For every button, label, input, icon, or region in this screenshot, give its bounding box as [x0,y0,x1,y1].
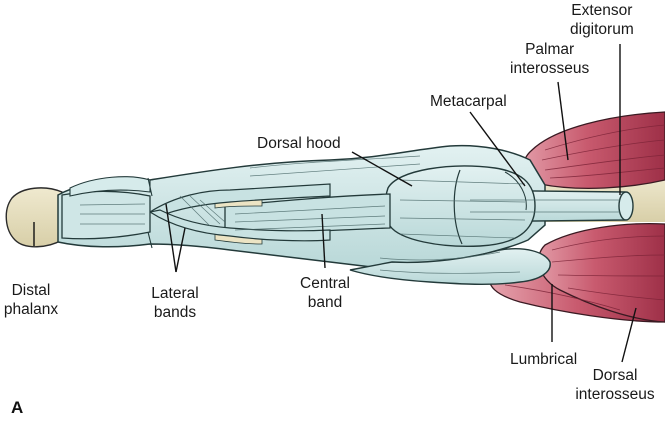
lumbrical-tendon [349,248,551,286]
label-lateral-bands: Lateral bands [142,284,208,322]
label-dorsal-hood: Dorsal hood [257,135,341,152]
leader-dorsal-interosseus [621,307,637,363]
panel-letter: A [11,398,24,417]
leader-lateral-band-2 [175,227,186,273]
leader-dorsal-hood [351,151,413,187]
label-lateral-bands-line1: Lateral [151,285,199,302]
label-distal-phalanx: Distal phalanx [0,281,62,319]
leader-lateral-band-1 [165,203,177,273]
label-dorsal-interosseus: Dorsal interosseus [568,366,662,404]
lateral-band-upper [148,183,331,217]
label-lateral-bands-line2: bands [153,304,197,321]
leader-metacarpal [469,111,526,187]
leader-central-band [321,213,326,269]
label-distal-phalanx-line1: Distal [11,282,51,299]
label-palmar-interosseus-line2: interosseus [510,60,590,77]
label-distal-phalanx-line2: phalanx [3,301,59,318]
leader-lines [33,44,637,363]
label-extensor-digitorum-line2: digitorum [570,21,634,38]
distal-phalanx-bone [5,187,63,248]
label-lumbrical: Lumbrical [510,351,578,368]
label-dorsal-interosseus-line1: Dorsal [592,367,638,384]
label-palmar-interosseus: Palmar interosseus [510,40,589,78]
label-central-band-line2: band [307,294,343,311]
label-central-band: Central band [292,274,358,312]
label-central-band-line1: Central [300,275,350,292]
label-palmar-interosseus-line1: Palmar [525,41,575,58]
terminal-tendon [61,190,151,240]
label-metacarpal: Metacarpal [430,93,507,110]
leader-palmar-interosseus [557,81,569,161]
label-extensor-digitorum: Extensor digitorum [570,1,634,39]
label-dorsal-interosseus-line2: interosseus [575,386,655,403]
label-extensor-digitorum-line1: Extensor [571,2,633,19]
extensor-digitorum-tendon-end [618,191,634,221]
